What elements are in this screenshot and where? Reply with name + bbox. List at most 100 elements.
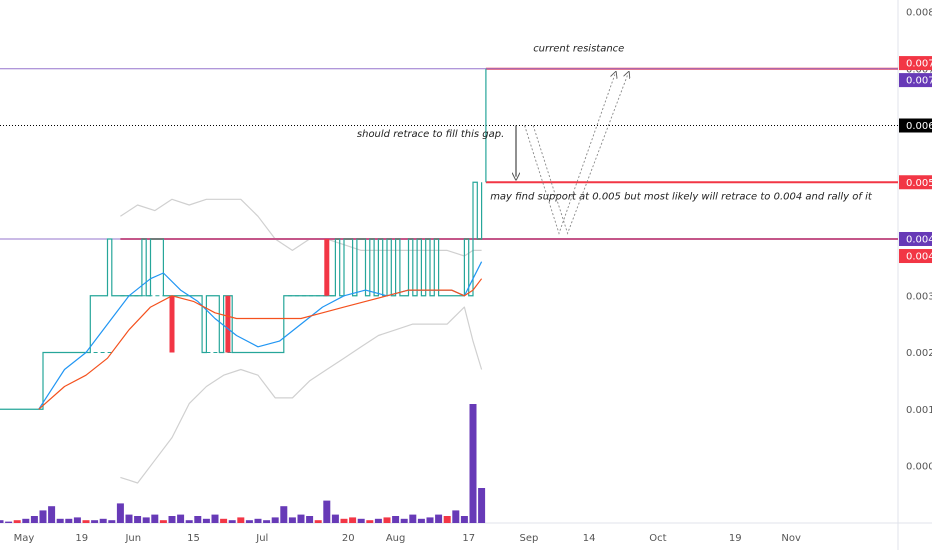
volume-bar-43 (366, 520, 374, 523)
x-tick-12: Nov (781, 533, 801, 544)
volume-bar-17 (142, 517, 150, 523)
volume-bar-2 (13, 520, 21, 523)
upper-band-line (120, 198, 482, 257)
price-badge-bg-5 (899, 249, 932, 264)
x-tick-10: Oct (649, 533, 666, 544)
volume-bar-19 (159, 520, 167, 523)
volume-bar-35 (297, 514, 305, 523)
volume-bar-30 (254, 518, 262, 523)
volume-bar-21 (177, 514, 185, 523)
annotations-layer: current resistance should retrace to fill… (357, 44, 873, 235)
x-tick-5: 20 (342, 533, 355, 544)
volume-bar-5 (39, 510, 47, 523)
y-tick-7: 0.001 (906, 405, 932, 416)
volume-bar-55 (469, 404, 477, 523)
projection-arrow-1 (524, 74, 615, 235)
volume-bar-37 (314, 520, 322, 523)
x-tick-8: Sep (519, 533, 538, 544)
price-badge-0: 0.007 (906, 59, 932, 70)
volume-bar-18 (151, 514, 159, 523)
price-badge-3: 0.005 (906, 178, 932, 189)
x-tick-11: 19 (729, 533, 742, 544)
x-tick-4: Jul (255, 533, 268, 544)
volume-bar-31 (263, 520, 271, 523)
price-badge-bg-0 (899, 56, 932, 71)
volume-bar-54 (460, 516, 468, 523)
lower-band-line (120, 306, 483, 484)
volume-bar-53 (452, 510, 460, 523)
volume-bar-49 (417, 518, 425, 523)
x-tick-3: 15 (187, 533, 200, 544)
price-badge-2: 0.006 (906, 121, 932, 132)
volume-bar-13 (108, 520, 116, 523)
price-line (0, 181, 483, 410)
price-badge-bg-1 (899, 73, 932, 88)
volume-bar-36 (306, 516, 314, 523)
volume-bar-25 (211, 514, 219, 523)
annotation-2: may find support at 0.005 but most likel… (490, 191, 873, 202)
volume-bar-38 (323, 500, 331, 523)
volume-bar-40 (340, 518, 348, 523)
volume-bar-39 (331, 514, 339, 523)
x-tick-2: Jun (124, 533, 141, 544)
x-tick-1: 19 (75, 533, 88, 544)
red-candle-2 (324, 239, 330, 296)
volume-bar-8 (65, 518, 73, 523)
volume-bar-45 (383, 517, 391, 523)
volume-bar-11 (91, 520, 99, 523)
volume-bar-14 (116, 503, 124, 523)
volume-bar-46 (392, 516, 400, 523)
volume-bar-22 (185, 520, 193, 523)
projection-arrow-2 (532, 74, 628, 235)
volume-bar-12 (99, 518, 107, 523)
red-candle-0 (169, 295, 175, 353)
volume-bar-24 (202, 518, 210, 523)
price-badge-bg-4 (899, 232, 932, 246)
volume-bar-6 (48, 506, 56, 523)
volume-bar-26 (220, 518, 228, 523)
volume-bar-3 (22, 518, 30, 523)
volume-bar-34 (288, 517, 296, 523)
x-tick-0: May (14, 533, 35, 544)
volume-bar-47 (400, 518, 408, 523)
volume-bar-1 (5, 521, 13, 523)
x-tick-6: Aug (386, 533, 406, 544)
y-tick-8: 0.000 (906, 462, 932, 473)
axis-layer: 0.008 0.007 0.006 0.005 0.004 0.003 0.002 0.001… (14, 8, 932, 544)
annotation-0: current resistance (533, 44, 624, 55)
moving-averages-layer (38, 261, 483, 410)
volume-bar-0 (0, 520, 4, 523)
price-badge-bg-3 (899, 175, 932, 190)
x-tick-9: 14 (583, 533, 596, 544)
fast-ma-line (38, 261, 483, 410)
slow-ma-line (38, 278, 483, 410)
volume-bar-20 (168, 516, 176, 523)
volume-bar-33 (280, 506, 288, 523)
levels-layer (0, 67, 898, 240)
red-candle-1 (225, 295, 231, 353)
y-tick-5: 0.003 (906, 291, 932, 302)
volume-layer (0, 404, 486, 523)
annotation-1: should retrace to fill this gap. (357, 129, 504, 140)
bands-layer (120, 198, 483, 484)
volume-bar-15 (125, 514, 133, 523)
volume-bar-48 (409, 514, 417, 523)
volume-bar-23 (194, 516, 202, 523)
volume-bar-10 (82, 520, 90, 523)
volume-bar-51 (435, 514, 443, 523)
volume-bar-27 (228, 520, 236, 523)
volume-bar-16 (134, 516, 142, 523)
price-layer (0, 68, 487, 410)
volume-bar-9 (73, 517, 81, 523)
volume-bar-50 (426, 517, 434, 523)
volume-bar-44 (374, 518, 382, 523)
price-badge-4: 0.004 (906, 235, 932, 246)
volume-bar-52 (443, 516, 451, 523)
y-tick-0: 0.008 (906, 8, 932, 19)
volume-bar-32 (271, 517, 279, 523)
x-tick-7: 17 (462, 533, 475, 544)
volume-bar-28 (237, 517, 245, 523)
